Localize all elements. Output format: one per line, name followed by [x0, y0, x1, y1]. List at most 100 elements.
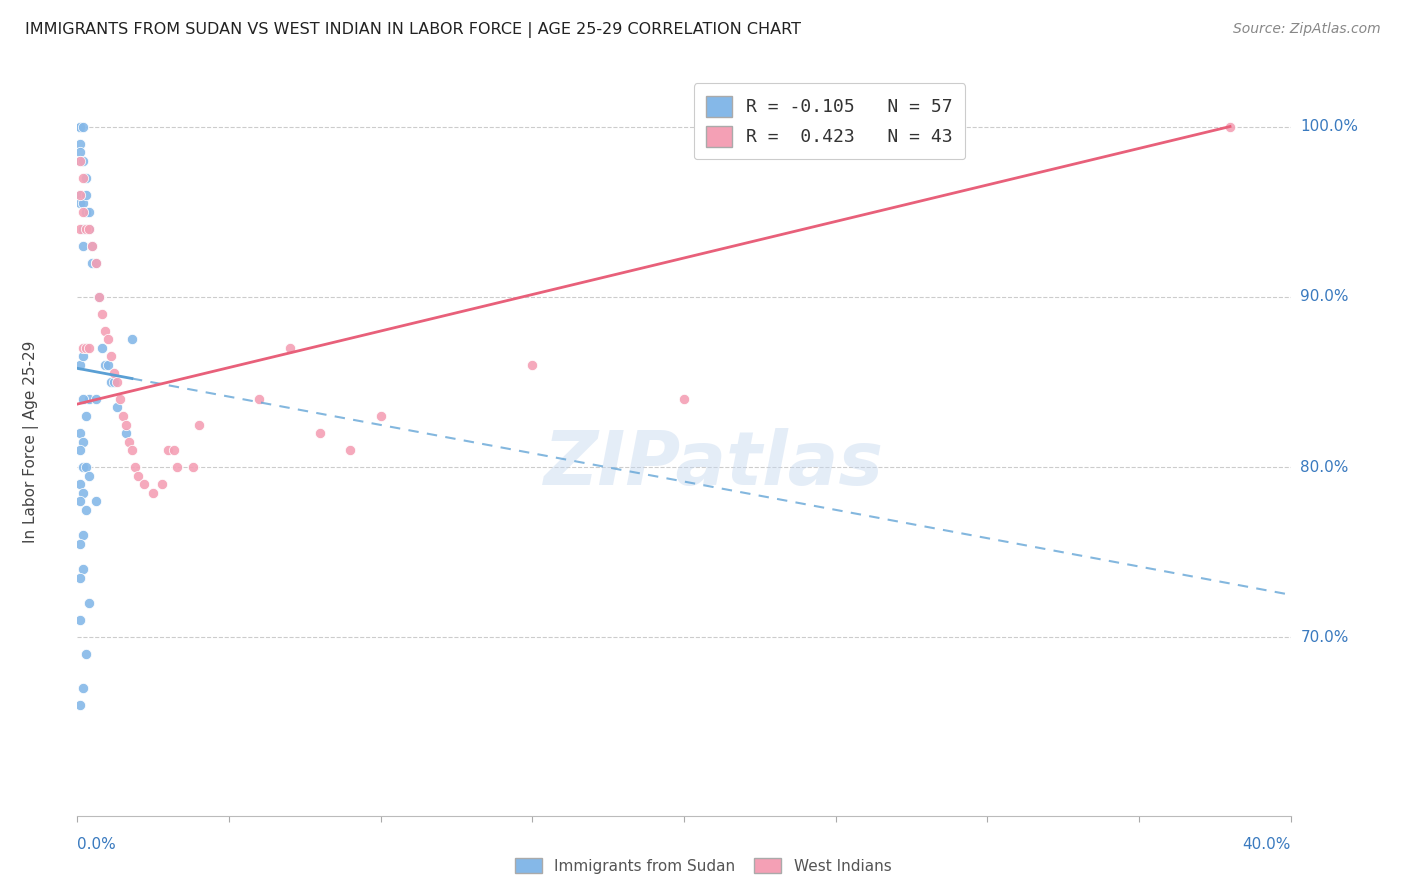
- Point: [339, 443, 361, 458]
- Point: [79, 341, 101, 355]
- Point: [79, 204, 101, 219]
- Point: [82, 238, 104, 252]
- Legend: R = -0.105   N = 57, R =  0.423   N = 43: R = -0.105 N = 57, R = 0.423 N = 43: [693, 84, 966, 160]
- Point: [75, 502, 97, 516]
- Point: [84, 256, 107, 270]
- Text: 40.0%: 40.0%: [1243, 837, 1291, 852]
- Point: [166, 460, 188, 475]
- Text: ZIPatlas: ZIPatlas: [544, 427, 884, 500]
- Point: [278, 341, 301, 355]
- Point: [115, 417, 138, 432]
- Point: [118, 434, 141, 449]
- Point: [69, 196, 91, 211]
- Point: [100, 375, 122, 389]
- Point: [72, 528, 94, 542]
- Point: [69, 153, 91, 168]
- Point: [132, 477, 155, 491]
- Point: [72, 120, 94, 134]
- Point: [115, 425, 138, 440]
- Point: [105, 401, 128, 415]
- Point: [69, 358, 91, 372]
- Point: [69, 443, 91, 458]
- Point: [97, 358, 120, 372]
- Point: [72, 170, 94, 185]
- Point: [97, 332, 120, 346]
- Point: [69, 187, 91, 202]
- Text: 100.0%: 100.0%: [1301, 119, 1358, 134]
- Point: [121, 332, 143, 346]
- Point: [84, 392, 107, 406]
- Point: [69, 153, 91, 168]
- Text: 90.0%: 90.0%: [1301, 289, 1348, 304]
- Point: [75, 170, 97, 185]
- Point: [79, 468, 101, 483]
- Point: [69, 537, 91, 551]
- Point: [75, 187, 97, 202]
- Point: [69, 425, 91, 440]
- Point: [69, 494, 91, 508]
- Point: [100, 350, 122, 364]
- Point: [87, 290, 110, 304]
- Point: [72, 153, 94, 168]
- Point: [72, 562, 94, 576]
- Point: [87, 290, 110, 304]
- Point: [1219, 120, 1241, 134]
- Point: [111, 409, 134, 423]
- Point: [72, 434, 94, 449]
- Point: [69, 221, 91, 235]
- Point: [79, 392, 101, 406]
- Point: [75, 409, 97, 423]
- Point: [90, 307, 112, 321]
- Point: [75, 204, 97, 219]
- Point: [522, 358, 544, 372]
- Point: [84, 494, 107, 508]
- Point: [673, 392, 696, 406]
- Point: [75, 341, 97, 355]
- Text: In Labor Force | Age 25-29: In Labor Force | Age 25-29: [24, 341, 39, 542]
- Point: [72, 196, 94, 211]
- Point: [187, 417, 209, 432]
- Point: [72, 341, 94, 355]
- Point: [69, 120, 91, 134]
- Point: [69, 136, 91, 151]
- Point: [69, 187, 91, 202]
- Point: [72, 238, 94, 252]
- Point: [75, 460, 97, 475]
- Point: [72, 221, 94, 235]
- Text: Source: ZipAtlas.com: Source: ZipAtlas.com: [1233, 22, 1381, 37]
- Point: [247, 392, 270, 406]
- Point: [72, 392, 94, 406]
- Point: [72, 204, 94, 219]
- Point: [93, 358, 115, 372]
- Point: [309, 425, 332, 440]
- Point: [103, 367, 125, 381]
- Point: [93, 324, 115, 338]
- Text: 80.0%: 80.0%: [1301, 459, 1348, 475]
- Point: [127, 468, 149, 483]
- Point: [82, 238, 104, 252]
- Point: [181, 460, 204, 475]
- Point: [69, 477, 91, 491]
- Point: [75, 648, 97, 662]
- Point: [163, 443, 186, 458]
- Legend: Immigrants from Sudan, West Indians: Immigrants from Sudan, West Indians: [509, 852, 897, 880]
- Point: [69, 571, 91, 585]
- Point: [90, 341, 112, 355]
- Point: [103, 375, 125, 389]
- Point: [75, 341, 97, 355]
- Point: [142, 485, 165, 500]
- Text: IMMIGRANTS FROM SUDAN VS WEST INDIAN IN LABOR FORCE | AGE 25-29 CORRELATION CHAR: IMMIGRANTS FROM SUDAN VS WEST INDIAN IN …: [25, 22, 801, 38]
- Point: [72, 681, 94, 696]
- Point: [157, 443, 180, 458]
- Point: [150, 477, 173, 491]
- Point: [72, 350, 94, 364]
- Text: 0.0%: 0.0%: [77, 837, 117, 852]
- Point: [69, 145, 91, 159]
- Text: 70.0%: 70.0%: [1301, 630, 1348, 645]
- Point: [79, 596, 101, 610]
- Point: [75, 221, 97, 235]
- Point: [69, 120, 91, 134]
- Point: [82, 256, 104, 270]
- Point: [69, 698, 91, 713]
- Point: [69, 613, 91, 627]
